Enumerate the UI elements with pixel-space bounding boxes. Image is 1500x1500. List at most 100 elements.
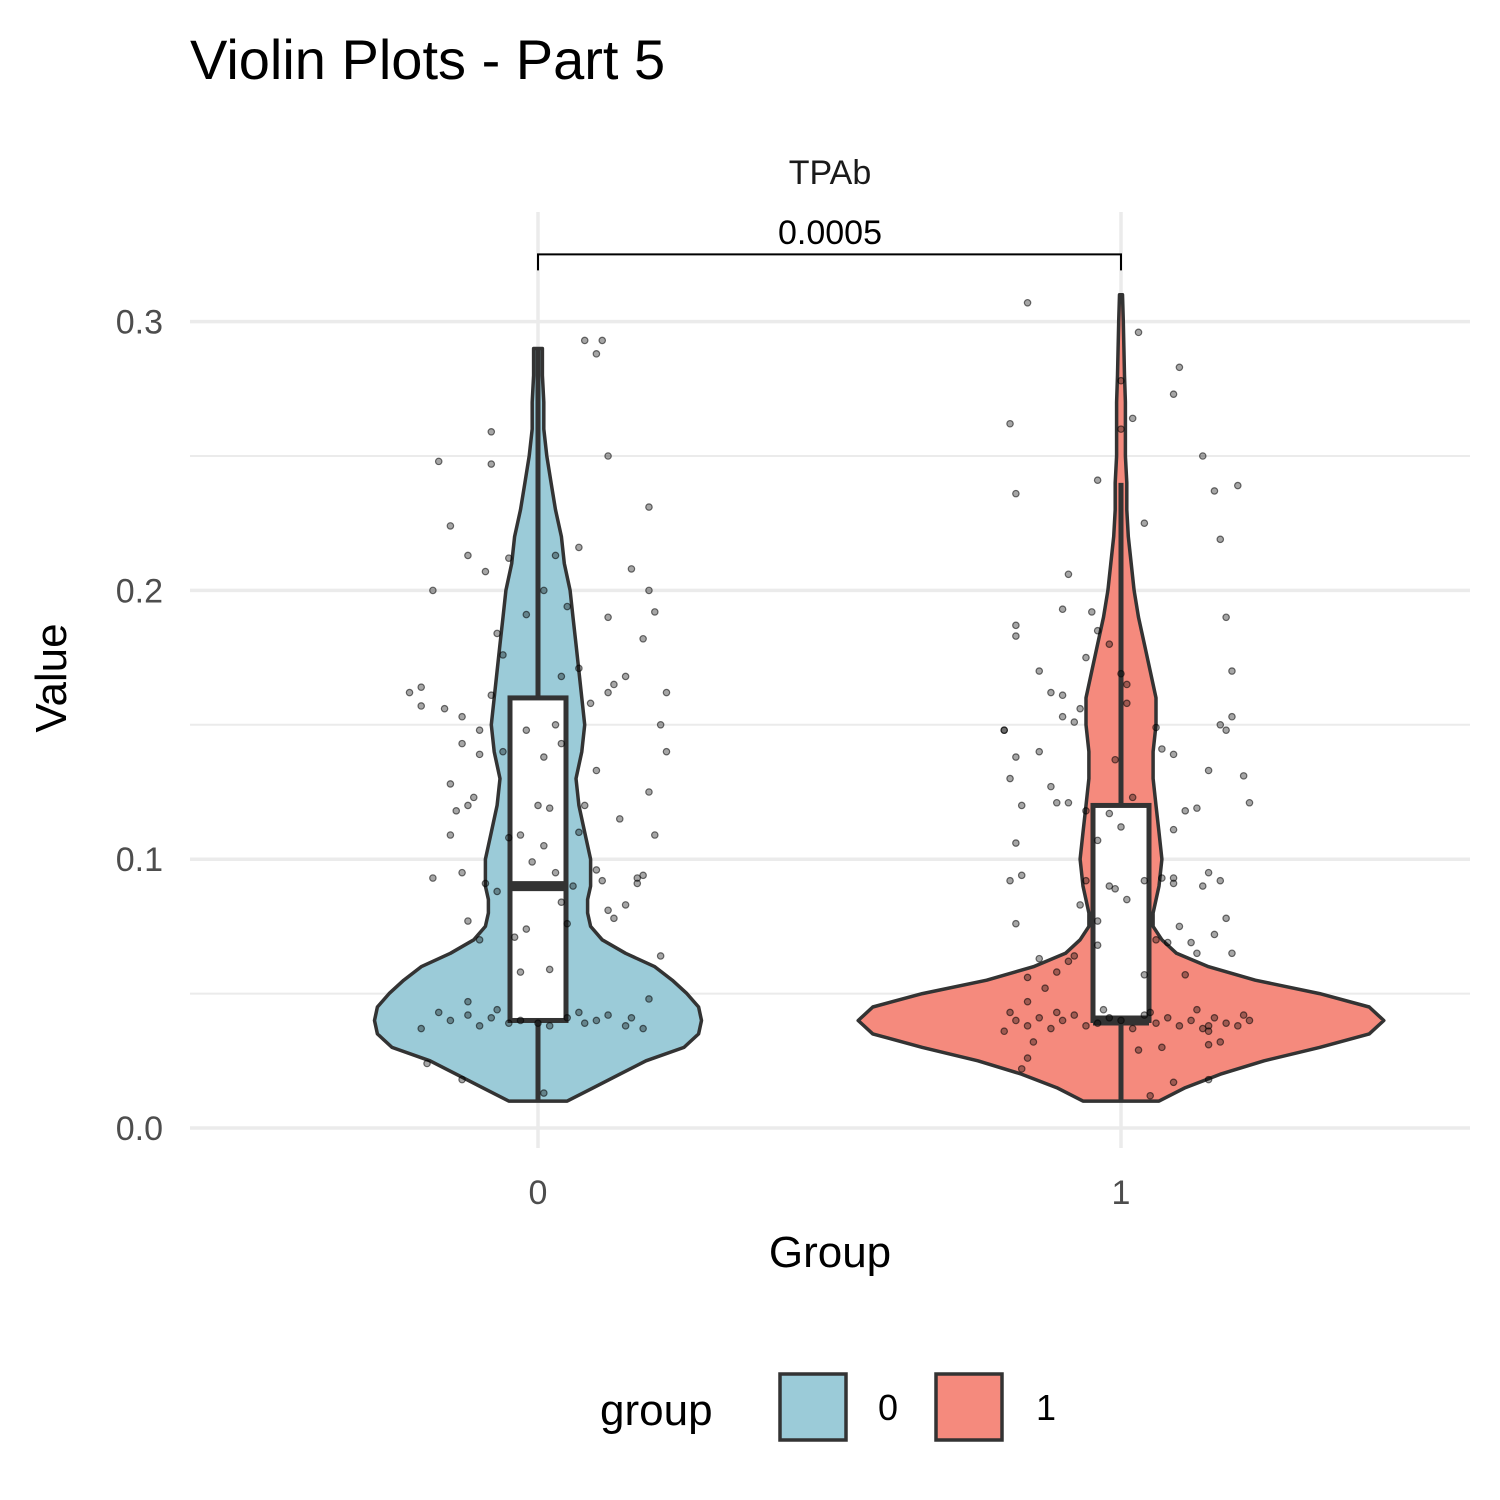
data-point-group-0 [487, 428, 496, 436]
y-axis-label: Value [27, 623, 76, 732]
data-point-group-0 [592, 766, 601, 775]
y-tick-labels: 0.0 0.1 0.2 0.3 [116, 304, 163, 1148]
data-point-group-0 [499, 651, 507, 659]
data-point-group-1 [1117, 1016, 1125, 1025]
data-point-group-1 [1210, 930, 1219, 939]
data-point-group-1 [1152, 723, 1160, 732]
data-point-group-1 [1228, 712, 1236, 721]
data-point-group-1 [1123, 699, 1131, 708]
data-point-group-1 [1070, 1011, 1079, 1019]
data-point-group-0 [604, 452, 612, 460]
data-point-group-0 [516, 1016, 525, 1025]
data-point-group-1 [1210, 487, 1219, 495]
data-point-group-0 [522, 610, 531, 619]
legend-label-1: 1 [1036, 1387, 1056, 1428]
data-point-group-1 [1012, 1016, 1020, 1025]
data-point-group-1 [1117, 823, 1125, 831]
data-point-group-1 [1128, 414, 1137, 423]
data-point-group-0 [604, 688, 612, 697]
data-point-group-1 [1117, 669, 1125, 678]
data-point-group-0 [464, 551, 472, 560]
data-point-group-1 [1012, 632, 1020, 640]
data-point-group-0 [540, 586, 548, 595]
data-point-group-1 [1047, 688, 1055, 697]
data-point-group-1 [1006, 419, 1014, 428]
data-point-group-0 [580, 801, 589, 810]
data-point-group-1 [1099, 1005, 1108, 1014]
data-point-group-0 [645, 788, 653, 796]
data-point-group-1 [1052, 968, 1061, 976]
data-point-group-0 [656, 720, 665, 729]
data-point-group-1 [1216, 1038, 1225, 1046]
data-point-group-0 [645, 503, 653, 511]
data-point-group-1 [1076, 704, 1084, 713]
data-point-group-1 [1169, 874, 1178, 882]
comparison-p-value: 0.0005 [778, 214, 882, 252]
data-point-group-1 [1105, 1013, 1114, 1022]
data-point-group-1 [1175, 922, 1184, 931]
data-point-group-0 [551, 868, 560, 877]
data-point-group-1 [1012, 489, 1020, 498]
data-point-group-1 [1245, 1016, 1254, 1025]
data-point-group-1 [1064, 957, 1073, 966]
data-point-group-1 [1198, 452, 1207, 460]
data-point-group-1 [1023, 997, 1032, 1006]
data-point-group-0 [458, 739, 466, 748]
data-point-group-1 [1140, 970, 1149, 979]
data-point-group-0 [662, 747, 671, 756]
data-point-group-0 [434, 1008, 443, 1017]
data-point-group-1 [1128, 1024, 1137, 1033]
data-point-group-1 [1181, 970, 1190, 979]
data-point-group-0 [621, 1022, 630, 1030]
data-point-group-1 [1169, 1078, 1178, 1087]
data-point-group-1 [1222, 914, 1230, 923]
data-point-group-0 [592, 866, 601, 874]
data-point-group-0 [475, 1022, 484, 1030]
data-point-group-0 [592, 1016, 601, 1025]
data-point-group-1 [1152, 1019, 1160, 1027]
data-point-group-1 [1105, 882, 1114, 890]
data-point-group-0 [557, 739, 566, 748]
comparison-bracket-line [537, 253, 1122, 271]
data-point-group-0 [575, 828, 583, 837]
data-point-group-1 [1117, 425, 1125, 433]
data-point-group-1 [1140, 519, 1149, 528]
data-point-group-0 [446, 522, 455, 530]
box-group-1 [1090, 802, 1152, 1023]
data-point-group-0 [446, 780, 455, 788]
data-point-group-0 [487, 1013, 496, 1022]
data-point-group-1 [1093, 917, 1102, 925]
data-point-group-0 [610, 914, 618, 923]
data-point-group-0 [481, 567, 490, 576]
data-point-group-0 [592, 350, 601, 358]
data-point-group-1 [1105, 640, 1114, 648]
data-point-group-0 [405, 688, 414, 697]
data-point-group-1 [1035, 747, 1044, 756]
data-point-group-1 [1082, 807, 1090, 815]
data-point-group-0 [621, 901, 630, 909]
data-point-group-0 [458, 712, 466, 721]
data-point-group-1 [1228, 667, 1236, 675]
data-point-group-0 [645, 995, 653, 1003]
data-point-group-1 [1228, 949, 1236, 958]
data-point-group-0 [487, 460, 496, 468]
data-point-group-0 [540, 841, 548, 850]
data-point-group-0 [598, 876, 607, 885]
data-point-group-1 [1193, 949, 1201, 958]
data-point-group-0 [627, 1013, 636, 1022]
y-tick-label: 0.2 [116, 572, 163, 610]
data-point-group-1 [1169, 879, 1178, 888]
data-point-group-1 [1234, 481, 1242, 490]
data-point-group-0 [429, 586, 437, 595]
data-point-group-1 [1158, 745, 1166, 753]
data-point-group-0 [534, 1019, 542, 1027]
data-point-group-1 [1012, 621, 1020, 630]
data-point-group-0 [475, 936, 484, 944]
data-point-group-0 [580, 336, 589, 345]
data-point-group-0 [645, 586, 653, 595]
data-point-group-1 [1070, 952, 1079, 960]
data-point-group-1 [1216, 535, 1225, 544]
data-point-group-1 [1070, 718, 1079, 726]
data-point-group-0 [540, 753, 548, 761]
